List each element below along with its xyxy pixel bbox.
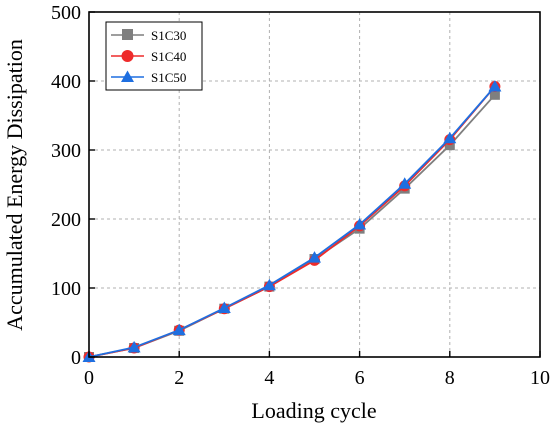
y-axis-label: Accumulated Energy Dissipation (2, 39, 27, 331)
y-tick-label: 0 (71, 347, 81, 369)
legend-marker-circle-icon (121, 50, 134, 62)
x-tick-label: 6 (355, 367, 365, 389)
legend-label-s1c50: S1C50 (151, 70, 186, 85)
legend-label-s1c30: S1C30 (151, 28, 186, 43)
x-tick-label: 2 (174, 367, 184, 389)
y-tick-label: 300 (51, 140, 81, 162)
data-point-s1c50 (217, 301, 231, 314)
series-s1c50 (82, 80, 502, 362)
data-point-s1c50 (172, 323, 186, 336)
legend-item-s1c40: S1C40 (111, 49, 186, 64)
y-tick-label: 400 (51, 71, 81, 93)
legend-label-s1c40: S1C40 (151, 49, 186, 64)
data-point-s1c50 (353, 218, 367, 230)
x-tick-label: 0 (84, 367, 94, 389)
series-layer (82, 80, 502, 363)
y-tick-label: 500 (51, 2, 81, 24)
legend-marker-triangle-icon (121, 70, 134, 82)
legend: S1C30 S1C40 S1C50 (105, 21, 203, 91)
data-point-s1c50 (127, 340, 141, 353)
series-s1c40 (83, 81, 501, 363)
series-line-s1c50 (88, 85, 496, 358)
data-point-s1c50 (308, 251, 321, 263)
x-tick-label: 8 (445, 367, 455, 389)
series-line-s1c40 (88, 85, 496, 358)
data-point-s1c30 (444, 140, 455, 151)
data-point-s1c50 (262, 278, 276, 291)
y-tick-label: 100 (51, 278, 81, 300)
legend-item-s1c30: S1C30 (111, 28, 186, 43)
x-tick-label: 10 (530, 367, 550, 389)
data-point-s1c50 (488, 80, 502, 92)
y-tick-label: 200 (51, 209, 81, 231)
data-point-s1c30 (489, 89, 500, 100)
plot-frame (88, 11, 541, 358)
data-point-s1c50 (398, 177, 412, 189)
series-s1c30 (84, 89, 500, 362)
x-axis-label: Loading cycle (251, 398, 376, 423)
x-tick-label: 4 (264, 367, 274, 389)
data-point-s1c50 (443, 131, 457, 144)
legend-item-s1c50: S1C50 (111, 70, 186, 85)
series-line-s1c30 (88, 94, 496, 358)
legend-marker-square-icon (122, 29, 133, 40)
